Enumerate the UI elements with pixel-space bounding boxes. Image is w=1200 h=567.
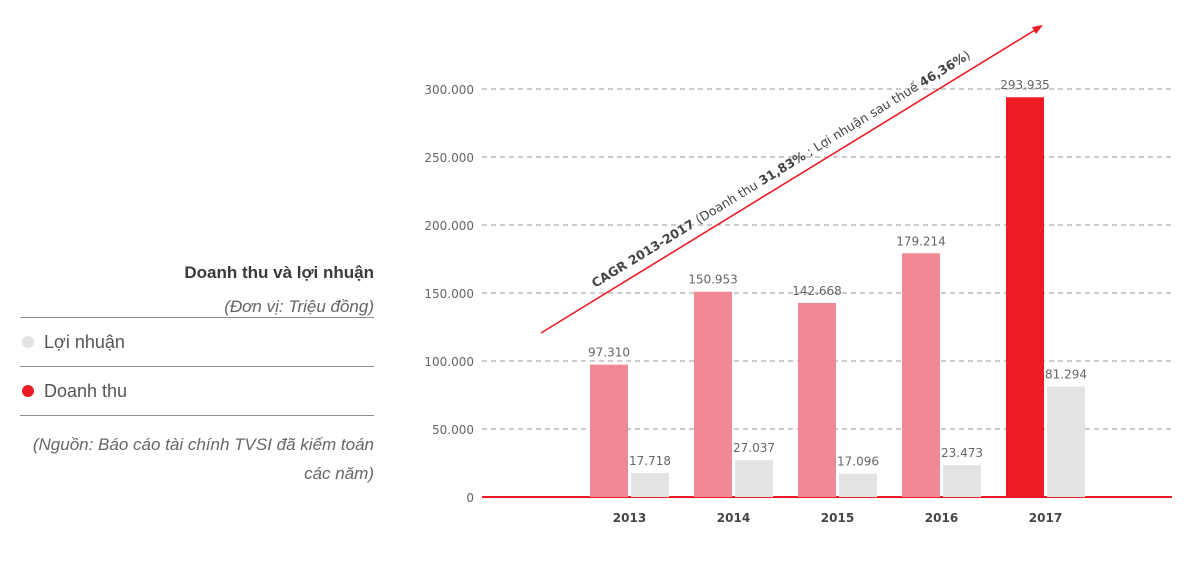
chart-title: Doanh thu và lợi nhuận <box>184 263 374 282</box>
bar-profit-2015 <box>839 473 877 497</box>
legend-label-revenue: Doanh thu <box>44 380 128 401</box>
y-tick-label: 100.000 <box>424 355 474 369</box>
legend-item-revenue: Doanh thu <box>20 366 374 416</box>
bar-profit-2013 <box>631 472 669 497</box>
data-label-revenue-2016: 179.214 <box>896 234 946 248</box>
bar-chart: 0 50.000 100.000 150.000 200.000 250.000 300.0… <box>424 25 1172 525</box>
legend-label-profit: Lợi nhuận <box>44 331 125 352</box>
data-label-revenue-2017: 293.935 <box>1000 78 1050 92</box>
legend-item-profit: Lợi nhuận <box>20 317 374 366</box>
bar-profit-2017 <box>1047 386 1085 497</box>
x-tick-label: 2016 <box>925 511 958 525</box>
data-label-profit-2013: 17.718 <box>629 454 671 468</box>
cagr-arrow-line <box>540 26 1041 334</box>
y-tick-label: 250.000 <box>424 151 474 165</box>
x-tick-label: 2013 <box>613 511 646 525</box>
bar-revenue-2017 <box>1006 97 1044 497</box>
unit-label: (Đơn vị: Triệu đồng) <box>224 297 374 316</box>
bar-revenue-2015 <box>798 302 836 497</box>
arrow-head-icon <box>1032 25 1043 34</box>
x-tick-label: 2017 <box>1029 511 1062 525</box>
bar-revenue-2016 <box>902 253 940 497</box>
cagr-annotation-part-0: CAGR 2013-2017 <box>589 216 697 290</box>
y-tick-label: 300.000 <box>424 83 474 97</box>
y-tick-label: 50.000 <box>432 423 474 437</box>
cagr-annotation-part-2: 31,83% <box>756 148 809 188</box>
data-label-profit-2014: 27.037 <box>733 441 775 455</box>
y-tick-label: 150.000 <box>424 287 474 301</box>
y-tick-label: 200.000 <box>424 219 474 233</box>
bar-revenue-2013 <box>590 364 628 497</box>
bar-profit-2014 <box>735 460 773 497</box>
data-label-revenue-2015: 142.668 <box>792 284 842 298</box>
bar-revenue-2014 <box>694 291 732 497</box>
label-layer: 0 50.000 100.000 150.000 200.000 250.000 300.0… <box>424 78 1087 525</box>
x-tick-label: 2014 <box>717 511 750 525</box>
bar-layer <box>590 97 1085 497</box>
cagr-annotation-part-3: ; Lợi nhuận sau thuế <box>800 77 924 161</box>
data-label-revenue-2014: 150.953 <box>688 273 738 287</box>
data-label-revenue-2013: 97.310 <box>588 346 630 360</box>
data-label-profit-2017: 81.294 <box>1045 367 1087 381</box>
data-label-profit-2015: 17.096 <box>837 455 879 469</box>
cagr-annotation-part-4: 46,36% <box>916 50 969 90</box>
bar-profit-2016 <box>943 465 981 497</box>
legend-panel: Doanh thu và lợi nhuận (Đơn vị: Triệu đồ… <box>20 255 374 488</box>
cagr-annotation-part-1: (Doanh thu <box>689 175 764 229</box>
data-label-profit-2016: 23.473 <box>941 446 983 460</box>
y-tick-label: 0 <box>466 491 474 505</box>
source-note: (Nguồn: Báo cáo tài chính TVSI đã kiếm t… <box>32 435 374 483</box>
x-tick-label: 2015 <box>821 511 854 525</box>
revenue-dot-icon <box>22 385 34 397</box>
profit-dot-icon <box>22 336 34 348</box>
